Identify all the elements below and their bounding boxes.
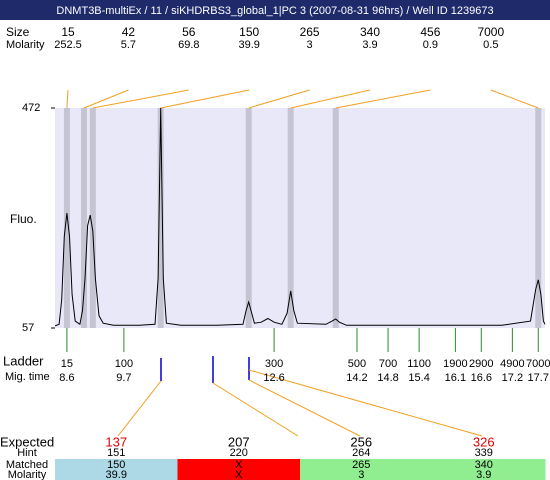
peak-molarity: 69.8	[178, 39, 199, 51]
matched-value: 265	[352, 459, 370, 471]
ladder-size: 1900	[443, 358, 467, 370]
molarity-label: Molarity	[6, 39, 45, 51]
peak-molarity: 3.9	[362, 39, 377, 51]
expected-value: 207	[228, 434, 250, 449]
ladder-time: 14.2	[346, 372, 367, 384]
peak-molarity: 0.5	[483, 39, 498, 51]
row-label: Expected	[0, 434, 54, 449]
ladder-size: 15	[61, 358, 73, 370]
matched-value: X	[235, 459, 243, 471]
molarity-value: 3.9	[476, 469, 491, 480]
peak-connector	[290, 89, 371, 109]
molarity-value: 3	[358, 469, 364, 480]
hint-value: 151	[107, 447, 125, 459]
match-cell	[300, 459, 423, 480]
match-cell	[177, 459, 301, 480]
peak-band	[157, 108, 164, 328]
peak-band	[287, 108, 294, 328]
ladder-size: 700	[379, 358, 397, 370]
ladder-time: 12.6	[263, 372, 284, 384]
peak-connector	[490, 89, 539, 109]
ladder-time: 17.2	[502, 372, 523, 384]
peak-size: 42	[122, 25, 136, 39]
peak-size: 7000	[477, 25, 504, 39]
peak-band	[89, 108, 96, 328]
peak-band	[245, 108, 252, 328]
expected-value: 256	[350, 434, 372, 449]
peak-size: 150	[239, 25, 259, 39]
hint-value: 220	[230, 447, 248, 459]
ladder-time: 8.6	[59, 372, 74, 384]
peak-connector	[335, 89, 431, 109]
peak-size: 456	[420, 25, 440, 39]
size-label: Size	[6, 25, 30, 39]
peak-size: 265	[300, 25, 320, 39]
peak-band	[332, 108, 339, 328]
peak-band	[81, 108, 88, 328]
match-cell	[55, 459, 178, 480]
y-tick-label: 57	[22, 322, 34, 334]
trace	[54, 107, 546, 327]
ladder-label: Ladder	[3, 353, 44, 368]
plot-background	[55, 108, 545, 328]
peak-size: 15	[61, 25, 75, 39]
mig-time-label: Mig. time	[5, 371, 50, 383]
peak-size: 56	[182, 25, 196, 39]
y-tick-label: 472	[22, 102, 40, 114]
peak-connector	[160, 89, 250, 109]
peak-molarity: 39.9	[238, 39, 259, 51]
peak-band	[535, 108, 542, 328]
row-label: Matched	[6, 459, 48, 471]
ladder-size: 300	[265, 358, 283, 370]
matched-value: 150	[107, 459, 125, 471]
peak-connector	[83, 89, 129, 109]
chart-title: DNMT3B-multiEx / 11 / siKHDRBS3_global_1…	[56, 5, 493, 17]
molarity-value: 39.9	[106, 469, 127, 480]
ladder-size: 2900	[469, 358, 493, 370]
matched-value: 340	[475, 459, 493, 471]
ladder-size: 100	[115, 358, 133, 370]
peak-molarity: 5.7	[121, 39, 136, 51]
ladder-size: 1100	[407, 358, 431, 370]
peak-molarity: 252.5	[54, 39, 82, 51]
ladder-time: 17.7	[528, 372, 549, 384]
peak-molarity: 0.9	[423, 39, 438, 51]
ladder-time: 16.6	[471, 372, 492, 384]
expected-markers	[160, 356, 250, 383]
peak-size: 340	[360, 25, 380, 39]
ladder-size: 4900	[500, 358, 524, 370]
y-axis-label: Fluo.	[10, 212, 37, 226]
row-label: Hint	[17, 447, 37, 459]
expected-value: 137	[105, 434, 127, 449]
expected-value: 326	[473, 434, 495, 449]
peak-connector	[66, 89, 69, 109]
peak-band	[63, 108, 70, 328]
molarity-value: X	[235, 469, 243, 480]
match-cell	[422, 459, 546, 480]
ladder-size: 7000	[526, 358, 550, 370]
ladder-time: 9.7	[116, 372, 131, 384]
hint-value: 339	[475, 447, 493, 459]
peak-connector	[92, 89, 189, 109]
ladder-time: 16.1	[445, 372, 466, 384]
title-bar	[0, 0, 550, 20]
ladder-time: 14.8	[377, 372, 398, 384]
hint-value: 264	[352, 447, 370, 459]
peak-molarity: 3	[307, 39, 313, 51]
peak-connector	[248, 89, 310, 109]
ladder-time: 15.4	[408, 372, 429, 384]
ladder-size: 500	[348, 358, 366, 370]
row-label: Molarity	[8, 469, 47, 480]
expected-connectors	[117, 369, 483, 437]
